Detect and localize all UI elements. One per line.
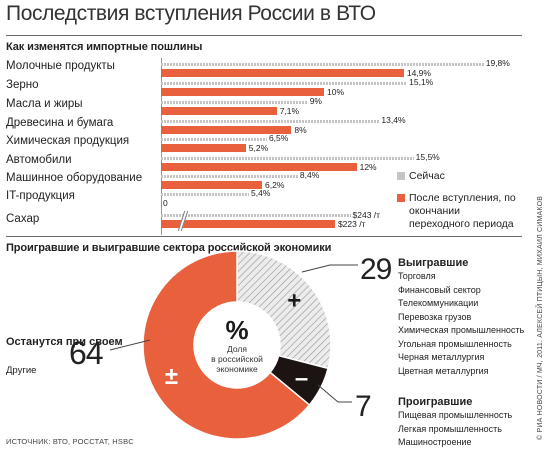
bar-current-value: $243 /т <box>352 210 381 220</box>
bar-current <box>161 175 298 178</box>
credit-note: © РИА НОВОСТИ / МЧ, 2011. АЛЕКСЕЙ ПТИЦЫН… <box>537 195 544 440</box>
neutral-title: Останутся при своем <box>6 336 123 348</box>
section-rule <box>6 236 522 237</box>
duties-section-title: Как изменятся импортные пошлины <box>6 41 203 53</box>
bar-category-label: Древесина и бумага <box>6 117 114 129</box>
bar-current <box>161 157 414 160</box>
bar-current <box>161 120 380 123</box>
bar-after-value: 0 <box>163 198 168 208</box>
bar-category-label: Машинное оборудование <box>6 172 143 184</box>
bar-after <box>161 107 277 115</box>
bar-after-value: 5,2% <box>248 143 269 153</box>
legend-swatch-after <box>397 194 405 202</box>
losers-title: Проигравшие <box>398 396 473 408</box>
bar-after <box>161 88 324 96</box>
legend-label-current: Сейчас <box>409 170 445 182</box>
bar-after-value: 7,1% <box>279 106 300 116</box>
bar-category-label: Химическая продукция <box>6 135 130 147</box>
bar-after-value: 10% <box>327 87 345 97</box>
bar-after <box>161 181 263 189</box>
sources-note: ИСТОЧНИК: ВТО, РОССТАТ, HSBC <box>6 437 134 446</box>
bar-after-value: $223 /т <box>337 219 366 229</box>
donut-center-label-line: в российской <box>211 354 263 364</box>
bar-after-value: 6,2% <box>265 180 285 190</box>
donut-center-label-line: Доля <box>227 344 247 354</box>
sectors-section-title: Проигравшие и выигравшие сектора российс… <box>6 242 332 254</box>
sector-item: Машиностроение <box>398 437 472 447</box>
bar-category-label: Сахар <box>6 213 40 225</box>
bar-current <box>161 82 408 85</box>
legend-swatch-current <box>397 172 405 180</box>
bar-current-value: 5,4% <box>251 188 271 198</box>
sector-item: Цветная металлургия <box>398 365 489 376</box>
sector-item: Угольная промышленность <box>398 338 512 349</box>
sector-item: Легкая промышленность <box>398 423 502 434</box>
donut-center-symbol: % <box>225 315 248 345</box>
page-title: Последствия вступления России в ВТО <box>6 2 376 25</box>
bar-current-value: 8,4% <box>299 170 320 180</box>
winners-title: Выигравшие <box>398 257 469 269</box>
title-rule <box>6 35 522 36</box>
bar-current <box>161 214 351 217</box>
donut-slice-neutral <box>142 250 311 440</box>
neutral-value: 64 <box>69 335 104 371</box>
bar-after <box>161 144 246 152</box>
leader-losers <box>317 384 352 403</box>
bar-category-label: Молочные продукты <box>6 60 115 72</box>
bar-category-label: Автомобили <box>6 154 72 166</box>
sector-item: Финансовый сектор <box>398 284 481 295</box>
bar-current-value: 15,1% <box>409 77 434 87</box>
bar-current <box>161 193 250 196</box>
bar-current <box>161 138 267 141</box>
donut-center <box>195 303 279 387</box>
bar-current-value: 9% <box>309 96 322 106</box>
bar-current-value: 19,8% <box>485 58 510 68</box>
donut-symbol-neutral: ± <box>165 363 178 390</box>
donut-symbol-losers: – <box>295 365 308 392</box>
winners-value: 29 <box>360 253 392 286</box>
sector-item: Перевозка грузов <box>398 311 472 322</box>
bar-category-label: IT-продукция <box>6 190 75 202</box>
bar-current-value: 6,5% <box>268 133 289 143</box>
bar-current-value: 15,5% <box>415 152 440 162</box>
bar-after <box>161 163 357 171</box>
leader-neutral <box>109 339 151 351</box>
donut-symbol-winners: + <box>287 288 301 315</box>
neutral-subtitle: Другие <box>6 365 37 376</box>
bar-after <box>161 126 292 134</box>
legend-label-after: После вступления, по окончании переходно… <box>409 192 516 230</box>
bar-after-value: 12% <box>359 162 377 172</box>
bar-category-label: Зерно <box>6 79 39 91</box>
bar-after <box>161 220 335 228</box>
bar-after <box>161 69 404 77</box>
sector-item: Телекоммуникации <box>398 298 479 308</box>
sector-item: Пищевая промышленность <box>398 410 513 420</box>
leader-winners <box>301 264 358 273</box>
donut-slice-winners <box>236 250 332 370</box>
sector-item: Черная металлургия <box>398 352 485 362</box>
bar-current-value: 13,4% <box>381 115 406 125</box>
bar-current <box>161 101 308 104</box>
sector-item: Торговля <box>398 271 436 281</box>
losers-value: 7 <box>355 390 372 423</box>
bar-after-value: 14,9% <box>406 68 431 78</box>
donut-center-label-line: экономике <box>216 364 258 374</box>
bar-current <box>161 63 484 66</box>
bar-after-value: 8% <box>294 125 307 135</box>
bar-category-label: Масла и жиры <box>6 98 83 110</box>
sector-item: Химическая промышленность <box>398 325 525 335</box>
